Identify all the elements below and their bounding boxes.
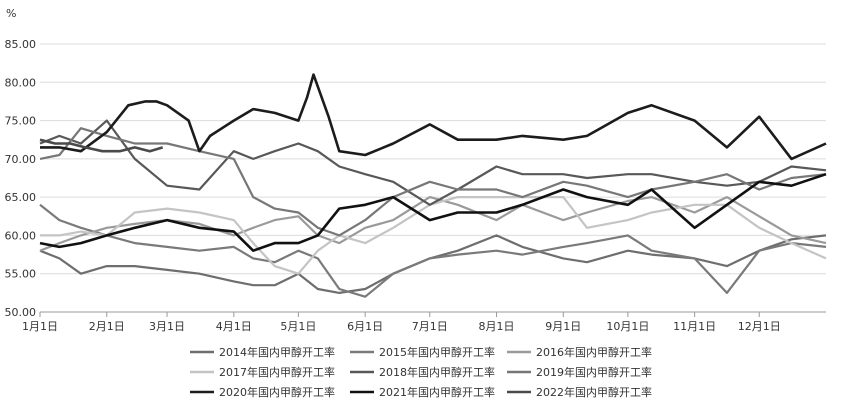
x-tick-label: 6月1日 — [347, 320, 383, 333]
x-tick-label: 12月1日 — [738, 320, 781, 333]
y-tick-label: 50.00 — [5, 306, 37, 319]
y-tick-label: 70.00 — [5, 153, 37, 166]
x-tick-label: 7月1日 — [412, 320, 448, 333]
legend-label: 2017年国内甲醇开工率 — [219, 365, 335, 379]
y-tick-label: 85.00 — [5, 38, 37, 51]
legend-label: 2016年国内甲醇开工率 — [536, 345, 652, 359]
series-line-8 — [39, 138, 164, 153]
y-tick-label: 80.00 — [5, 76, 37, 89]
legend-label: 2018年国内甲醇开工率 — [379, 365, 495, 379]
y-axis-unit: % — [6, 7, 16, 20]
x-tick-label: 2月1日 — [89, 320, 125, 333]
y-tick-label: 60.00 — [5, 229, 37, 242]
x-tick-label: 1月1日 — [22, 320, 58, 333]
series-line-1 — [39, 203, 827, 298]
y-tick-label: 65.00 — [5, 191, 37, 204]
legend-label: 2019年国内甲醇开工率 — [536, 365, 652, 379]
x-axis-tick-labels: 1月1日 2月1日 3月1日 4月1日 5月1日 6月1日 7月1日 8月1日 9月1日 10月1… — [22, 320, 781, 333]
series-line-5 — [39, 127, 827, 237]
y-tick-label: 75.00 — [5, 115, 37, 128]
x-tick-label: 8月1日 — [479, 320, 515, 333]
gridlines — [39, 43, 826, 317]
series-line-7 — [39, 172, 827, 252]
series-lines — [39, 73, 827, 298]
legend-label: 2022年国内甲醇开工率 — [536, 385, 652, 399]
series-line-6 — [40, 73, 827, 161]
legend-label: 2021年国内甲醇开工率 — [379, 385, 495, 399]
series-line-0 — [39, 234, 827, 294]
legend-label: 2014年国内甲醇开工率 — [219, 345, 335, 359]
x-tick-label: 3月1日 — [149, 320, 185, 333]
legend: 2014年国内甲醇开工率 2015年国内甲醇开工率 2016年国内甲醇开工率 2017… — [190, 345, 652, 399]
x-tick-label: 5月1日 — [280, 320, 316, 333]
x-tick-label: 4月1日 — [216, 320, 252, 333]
y-tick-label: 55.00 — [5, 268, 37, 281]
legend-label: 2020年国内甲醇开工率 — [219, 385, 335, 399]
x-tick-label: 9月1日 — [545, 320, 581, 333]
y-axis-tick-labels: 50.00 55.00 60.00 65.00 70.00 75.00 80.00 85.00 — [5, 38, 37, 319]
x-tick-label: 11月1日 — [673, 320, 716, 333]
legend-label: 2015年国内甲醇开工率 — [379, 345, 495, 359]
x-tick-label: 10月1日 — [606, 320, 649, 333]
series-line-4 — [39, 119, 827, 206]
series-line-2 — [39, 196, 827, 252]
